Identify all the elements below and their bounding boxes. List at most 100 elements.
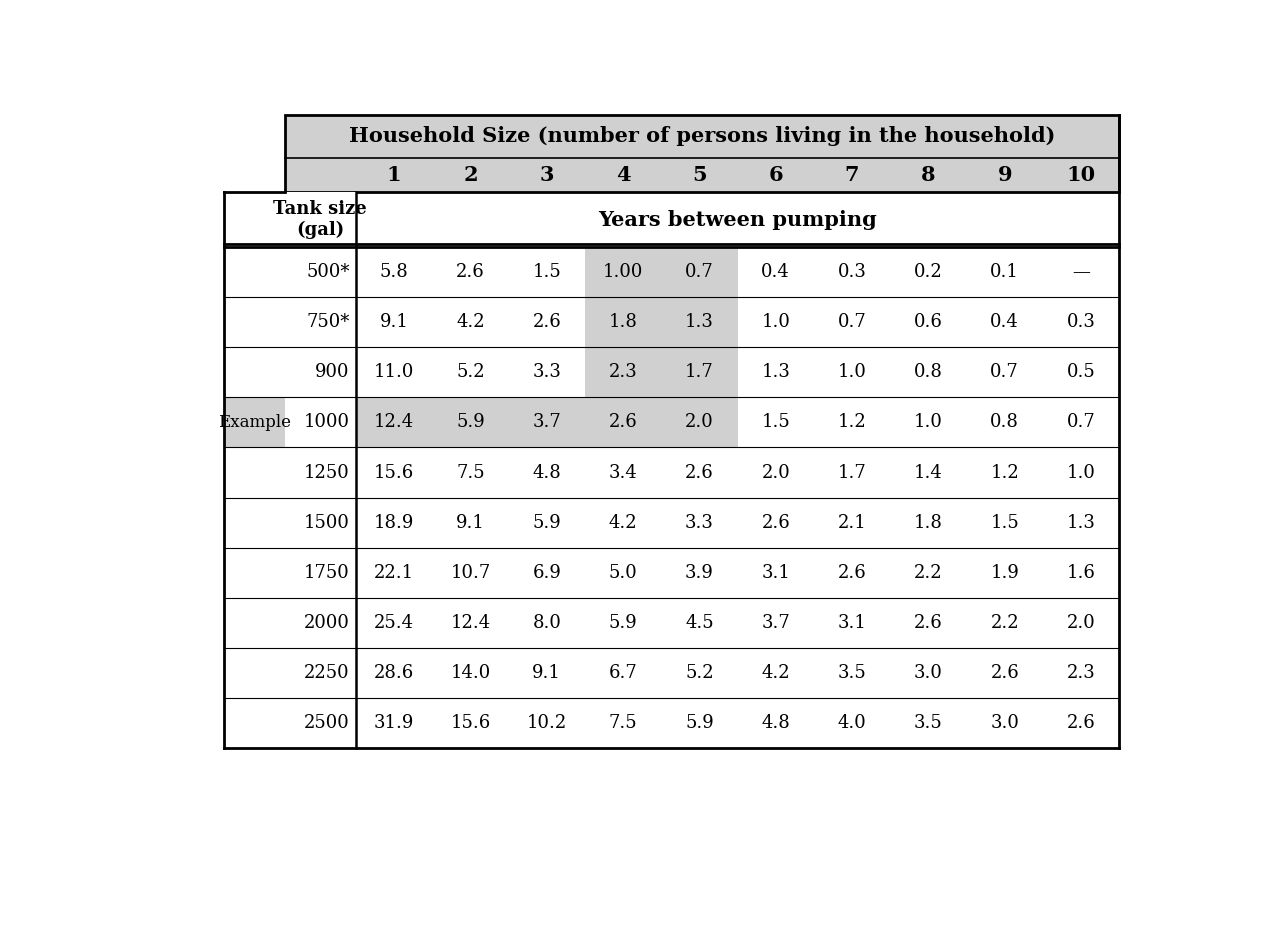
Text: Years between pumping: Years between pumping bbox=[599, 210, 877, 229]
Text: 14.0: 14.0 bbox=[451, 664, 490, 682]
Text: 0.5: 0.5 bbox=[1067, 364, 1095, 381]
Text: 3.5: 3.5 bbox=[838, 664, 866, 682]
Bar bbox=[585, 348, 661, 398]
Text: 5.2: 5.2 bbox=[685, 664, 714, 682]
Text: 2.6: 2.6 bbox=[456, 264, 485, 281]
Text: 3.4: 3.4 bbox=[609, 463, 638, 482]
Text: 1: 1 bbox=[386, 165, 401, 185]
Text: 11.0: 11.0 bbox=[373, 364, 414, 381]
Text: 2.6: 2.6 bbox=[532, 314, 561, 331]
Text: 0.7: 0.7 bbox=[685, 264, 714, 281]
Text: 2.6: 2.6 bbox=[990, 664, 1019, 682]
Bar bbox=[585, 247, 661, 297]
Text: 1.8: 1.8 bbox=[609, 314, 638, 331]
Text: 9.1: 9.1 bbox=[456, 513, 485, 532]
Text: 4: 4 bbox=[615, 165, 630, 185]
Text: 0.2: 0.2 bbox=[914, 264, 943, 281]
Text: 4.8: 4.8 bbox=[532, 463, 561, 482]
Text: 2500: 2500 bbox=[304, 714, 349, 732]
Text: 0.7: 0.7 bbox=[990, 364, 1019, 381]
Text: 4.2: 4.2 bbox=[761, 664, 790, 682]
Text: 5: 5 bbox=[693, 165, 706, 185]
Text: 5.8: 5.8 bbox=[380, 264, 409, 281]
Text: 0.1: 0.1 bbox=[990, 264, 1019, 281]
Text: 2250: 2250 bbox=[304, 664, 349, 682]
Text: 1.3: 1.3 bbox=[1067, 513, 1095, 532]
Text: 2.0: 2.0 bbox=[685, 413, 714, 431]
Text: 7.5: 7.5 bbox=[609, 714, 637, 732]
Text: 750*: 750* bbox=[306, 314, 349, 331]
Text: 9: 9 bbox=[998, 165, 1012, 185]
Text: 2.3: 2.3 bbox=[609, 364, 638, 381]
Text: 3.1: 3.1 bbox=[761, 563, 790, 582]
Text: 0.7: 0.7 bbox=[838, 314, 866, 331]
Text: 3.1: 3.1 bbox=[838, 613, 866, 632]
Text: 3.0: 3.0 bbox=[914, 664, 943, 682]
Text: 8.0: 8.0 bbox=[532, 613, 561, 632]
Text: 1.8: 1.8 bbox=[914, 513, 943, 532]
Text: 5.9: 5.9 bbox=[685, 714, 714, 732]
Bar bbox=[356, 398, 432, 448]
Bar bbox=[661, 348, 738, 398]
Text: 3: 3 bbox=[539, 165, 555, 185]
Text: Household Size (number of persons living in the household): Household Size (number of persons living… bbox=[348, 127, 1055, 146]
Text: 12.4: 12.4 bbox=[373, 413, 414, 431]
Text: 6.7: 6.7 bbox=[609, 664, 638, 682]
Text: 4.8: 4.8 bbox=[761, 714, 790, 732]
Text: 15.6: 15.6 bbox=[451, 714, 490, 732]
Text: 3.9: 3.9 bbox=[685, 563, 714, 582]
Text: 2.6: 2.6 bbox=[609, 413, 638, 431]
Text: 1.3: 1.3 bbox=[685, 314, 714, 331]
Bar bbox=[661, 247, 738, 297]
Text: 3.3: 3.3 bbox=[532, 364, 561, 381]
Text: 1.0: 1.0 bbox=[838, 364, 866, 381]
Text: 1000: 1000 bbox=[304, 413, 349, 431]
Text: 0.3: 0.3 bbox=[838, 264, 866, 281]
Text: 28.6: 28.6 bbox=[373, 664, 414, 682]
Text: 5.0: 5.0 bbox=[609, 563, 638, 582]
Text: 0.4: 0.4 bbox=[761, 264, 790, 281]
Text: —: — bbox=[1072, 264, 1090, 281]
Text: 2.6: 2.6 bbox=[1067, 714, 1095, 732]
Text: 1250: 1250 bbox=[304, 463, 349, 482]
Text: 9.1: 9.1 bbox=[380, 314, 409, 331]
Text: 2000: 2000 bbox=[304, 613, 349, 632]
Text: 5.9: 5.9 bbox=[532, 513, 561, 532]
Bar bbox=[432, 398, 509, 448]
Text: 0.7: 0.7 bbox=[1067, 413, 1095, 431]
Text: 1.7: 1.7 bbox=[685, 364, 714, 381]
Text: 3.7: 3.7 bbox=[532, 413, 561, 431]
Text: 8: 8 bbox=[922, 165, 936, 185]
Text: 22.1: 22.1 bbox=[373, 563, 414, 582]
Text: 15.6: 15.6 bbox=[373, 463, 414, 482]
Text: 0.3: 0.3 bbox=[1067, 314, 1095, 331]
Bar bbox=[285, 115, 1119, 191]
Bar bbox=[661, 398, 738, 448]
Text: 1.9: 1.9 bbox=[990, 563, 1019, 582]
Text: 1.7: 1.7 bbox=[838, 463, 866, 482]
Text: 900: 900 bbox=[315, 364, 349, 381]
Text: 3.0: 3.0 bbox=[990, 714, 1019, 732]
Text: 0.8: 0.8 bbox=[914, 364, 943, 381]
Bar bbox=[224, 398, 285, 448]
Text: 2.0: 2.0 bbox=[1067, 613, 1095, 632]
Text: 5.9: 5.9 bbox=[456, 413, 485, 431]
Text: 18.9: 18.9 bbox=[373, 513, 414, 532]
Text: 10: 10 bbox=[1066, 165, 1095, 185]
Text: 1.2: 1.2 bbox=[990, 463, 1019, 482]
Text: 2.2: 2.2 bbox=[990, 613, 1019, 632]
Text: Tank size
(gal): Tank size (gal) bbox=[273, 200, 367, 240]
Text: 7.5: 7.5 bbox=[456, 463, 485, 482]
Text: 7: 7 bbox=[844, 165, 860, 185]
Text: 5.2: 5.2 bbox=[456, 364, 485, 381]
Bar bbox=[661, 297, 738, 348]
Text: 9.1: 9.1 bbox=[532, 664, 561, 682]
Text: 1750: 1750 bbox=[304, 563, 349, 582]
Text: 6.9: 6.9 bbox=[532, 563, 561, 582]
Text: 0.6: 0.6 bbox=[914, 314, 943, 331]
Text: 1500: 1500 bbox=[304, 513, 349, 532]
Text: 1.5: 1.5 bbox=[532, 264, 561, 281]
Text: 12.4: 12.4 bbox=[451, 613, 490, 632]
Text: 2.6: 2.6 bbox=[914, 613, 943, 632]
Text: 4.2: 4.2 bbox=[456, 314, 485, 331]
